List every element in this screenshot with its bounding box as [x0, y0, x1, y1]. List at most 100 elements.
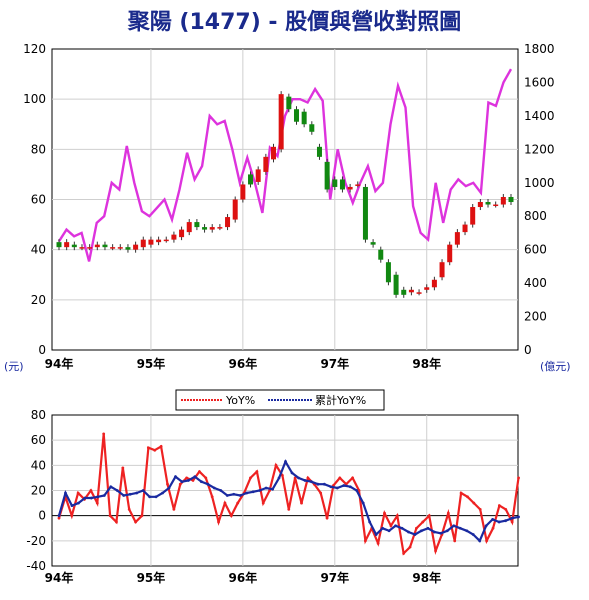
cum-yoy-line-point	[212, 486, 216, 490]
yoy-line-point	[89, 489, 93, 492]
candle	[362, 186, 368, 240]
yoy-line-point	[338, 476, 342, 480]
candle	[385, 262, 391, 283]
candle	[248, 174, 254, 185]
yoy-line-point	[376, 541, 380, 545]
cum-yoy-line-point	[374, 533, 378, 536]
left-axis-unit: (元)	[4, 360, 24, 373]
yoy-line-point	[383, 511, 386, 515]
cum-yoy-line-point	[510, 516, 514, 520]
candle	[408, 289, 414, 293]
x-tick-label: 97年	[320, 356, 349, 371]
cum-yoy-line-point	[413, 533, 417, 536]
candle	[332, 179, 338, 187]
yoy-line-point	[319, 491, 323, 495]
left-tick-label: 120	[23, 42, 46, 56]
yoy-line-point	[497, 504, 501, 507]
yoy-line-point	[223, 501, 227, 505]
yoy-line-point	[191, 479, 195, 482]
cum-yoy-line-point	[148, 495, 152, 499]
candle	[133, 244, 139, 250]
candle	[301, 111, 307, 125]
x-tick-label: 98年	[412, 356, 441, 371]
x-tick-label: 95年	[137, 570, 166, 585]
right-tick-label: 0	[524, 343, 532, 357]
cum-yoy-line-point	[445, 529, 449, 533]
cum-yoy-line-point	[478, 539, 482, 543]
candle	[117, 247, 123, 249]
yoy-line-point	[325, 516, 329, 520]
cum-yoy-line-point	[128, 492, 132, 496]
cum-yoy-line-point	[167, 486, 171, 490]
cum-yoy-line-point	[206, 482, 210, 486]
yoy-line-point	[70, 514, 74, 518]
cum-yoy-line-point	[368, 520, 372, 524]
yoy-line-point	[517, 476, 520, 480]
cum-yoy-line-point	[504, 519, 507, 523]
candle	[278, 94, 284, 150]
yoy-line-point	[300, 501, 303, 505]
yoy-line-point	[249, 476, 252, 480]
cum-yoy-line-point	[303, 479, 307, 482]
cum-yoy-line-point	[290, 471, 294, 475]
cum-yoy-line-point	[335, 486, 339, 490]
cum-yoy-line-point	[361, 501, 365, 505]
candle	[470, 207, 476, 225]
candle	[462, 224, 468, 233]
candle	[194, 222, 200, 228]
right-tick-label: 1400	[524, 109, 555, 123]
cum-yoy-line-point	[348, 485, 352, 489]
cum-yoy-line-point	[420, 529, 423, 533]
cum-yoy-line-point	[135, 491, 139, 495]
candle	[508, 196, 514, 203]
candle	[493, 204, 499, 207]
cum-yoy-line-point	[102, 494, 106, 497]
candle	[79, 247, 85, 249]
candle	[355, 184, 361, 186]
candle	[140, 239, 146, 248]
y-tick-label: 80	[31, 408, 46, 422]
yoy-line-point	[127, 507, 131, 511]
yoy-line-point	[472, 501, 476, 505]
candle	[485, 202, 491, 205]
candle	[339, 179, 345, 190]
price-revenue-chart: 0204060801001200200400600800100012001400…	[4, 42, 571, 373]
cum-yoy-line-point	[400, 526, 404, 530]
cum-yoy-line-point	[77, 501, 80, 505]
cum-yoy-line-point	[329, 485, 333, 489]
yoy-line-point	[415, 526, 418, 530]
cum-yoy-line-point	[199, 480, 203, 484]
candle	[393, 274, 399, 295]
yoy-line-point	[102, 432, 106, 436]
y-tick-label: 40	[31, 458, 46, 472]
cum-yoy-line-point	[517, 515, 520, 519]
candle	[102, 244, 108, 248]
revenue-line	[57, 68, 513, 262]
cum-yoy-line-point	[83, 496, 87, 500]
yoy-line-point	[236, 501, 240, 505]
candle	[56, 242, 62, 248]
cum-yoy-line-point	[322, 482, 326, 486]
candle	[163, 239, 169, 242]
cum-yoy-line-point	[180, 480, 184, 484]
yoy-line-point	[76, 491, 80, 495]
yoy-line-point	[363, 539, 367, 543]
cum-yoy-line-point	[141, 489, 145, 492]
cum-yoy-line-point	[471, 533, 475, 536]
y-tick-label: 20	[31, 484, 46, 498]
y-tick-label: -20	[26, 534, 46, 548]
x-tick-label: 95年	[137, 356, 166, 371]
candle	[179, 229, 185, 238]
cum-yoy-line-point	[154, 495, 158, 499]
candle	[156, 239, 162, 243]
right-tick-label: 1800	[524, 42, 555, 56]
cum-yoy-line-point	[439, 531, 443, 535]
cum-yoy-line-point	[342, 484, 346, 487]
yoy-line-point	[146, 446, 150, 450]
x-tick-label: 96年	[229, 570, 258, 585]
yoy-line-point	[491, 526, 495, 530]
candle	[316, 146, 322, 157]
candle	[71, 244, 77, 248]
candle	[378, 249, 384, 260]
candle	[286, 96, 292, 110]
